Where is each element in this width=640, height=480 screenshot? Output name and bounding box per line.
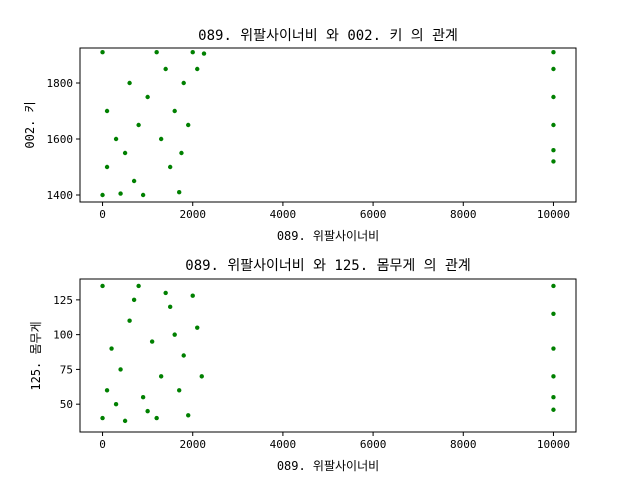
data-point [163,290,168,296]
chart-title: 089. 위팔사이너비 와 002. 키 의 관계 [198,28,458,44]
x-axis: 0 2000 4000 6000 8000 10000 [99,432,570,451]
x-tick-label: 8000 [450,438,477,451]
data-point [551,395,556,400]
x-tick-label: 2000 [179,208,206,221]
chart-title: 089. 위팔사이너비 와 125. 몸무게 의 관계 [185,258,470,274]
x-tick-label: 4000 [270,208,297,221]
data-point [118,191,123,196]
x-tick-label: 0 [99,208,106,221]
x-tick-label: 2000 [179,438,206,451]
data-point [154,50,159,55]
x-axis: 0 2000 4000 6000 8000 10000 [99,202,570,221]
data-point [190,293,195,298]
data-point [195,66,200,72]
y-tick-label: 1400 [47,189,74,202]
x-tick-label: 10000 [537,208,570,221]
data-point [551,94,556,100]
data-point [100,50,105,55]
x-axis-label: 089. 위팔사이너비 [277,229,379,243]
data-point [181,80,186,86]
data-point [181,353,186,358]
data-point [551,159,556,164]
data-point [195,325,200,330]
y-tick-label: 50 [60,398,73,411]
data-point [177,388,182,393]
data-point [154,415,159,421]
y-axis: 50 75 100 125 [53,294,80,411]
y-tick-label: 1800 [47,77,74,90]
data-point [163,66,168,72]
data-point [127,80,132,86]
plot-frame [79,278,577,433]
data-point [100,415,105,421]
data-point [177,190,182,195]
data-point [551,122,556,128]
x-tick-label: 4000 [270,438,297,451]
x-tick-label: 6000 [360,438,387,451]
data-point [109,346,114,351]
data-point [167,304,173,310]
data-point [201,51,207,56]
data-point [551,407,556,412]
chart-weight: 089. 위팔사이너비 와 125. 몸무게 의 관계 0 2000 4000 600… [29,258,577,473]
data-point [104,388,110,393]
data-point [172,332,177,337]
data-point [104,108,110,114]
data-point [199,374,204,379]
data-point [127,318,132,323]
y-tick-label: 125 [53,294,73,307]
data-point [113,401,119,407]
data-point [551,346,556,351]
points-group [100,283,556,424]
data-point [104,164,110,170]
data-point [179,150,184,156]
data-point [158,374,164,379]
data-point [186,413,191,418]
x-axis-label: 089. 위팔사이너비 [277,459,379,473]
data-point [149,339,155,344]
data-point [551,311,556,316]
data-point [551,66,556,72]
data-point [100,192,105,198]
data-point [145,94,150,100]
data-point [131,178,137,184]
y-axis-label: 125. 몸무게 [29,321,43,390]
data-point [551,374,556,379]
y-axis-label: 002. 키 [23,101,37,148]
plot-frame [79,47,577,203]
data-point [113,136,119,142]
data-point [551,283,556,289]
data-point [190,50,195,55]
data-point [140,192,146,198]
data-point [100,283,105,289]
data-point [122,150,128,156]
data-point [551,148,556,153]
data-point [186,122,191,128]
y-tick-label: 75 [60,363,73,376]
points-group [100,50,556,198]
data-point [172,108,177,114]
chart-height: 089. 위팔사이너비 와 002. 키 의 관계 0 2000 4000 6000 8… [23,28,577,243]
data-point [136,122,141,128]
y-tick-label: 1600 [47,133,74,146]
data-point [118,367,123,372]
data-point [145,408,150,414]
x-tick-label: 0 [99,438,106,451]
data-point [136,283,141,289]
x-tick-label: 10000 [537,438,570,451]
y-axis: 1400 1600 1800 [47,77,80,202]
data-point [167,164,173,170]
y-tick-label: 100 [53,329,73,342]
data-point [140,395,146,400]
data-point [122,418,128,424]
data-point [551,50,556,55]
data-point [131,297,137,303]
x-tick-label: 6000 [360,208,387,221]
x-tick-label: 8000 [450,208,477,221]
data-point [158,136,164,142]
